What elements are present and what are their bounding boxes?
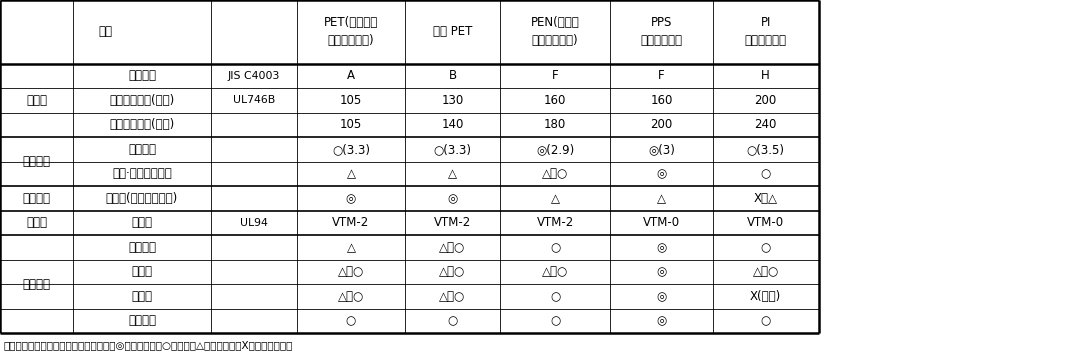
Text: △: △ bbox=[657, 192, 666, 205]
Text: △～○: △～○ bbox=[440, 265, 465, 278]
Text: 注：各符号代表各种性能相对的优劣性；◎：特别优秀；○：优秀；△：可以使用；X：不可以使用。: 注：各符号代表各种性能相对的优劣性；◎：特别优秀；○：优秀；△：可以使用；X：不… bbox=[3, 340, 293, 350]
Text: △～○: △～○ bbox=[440, 290, 465, 303]
Text: VTM-0: VTM-0 bbox=[643, 216, 680, 229]
Text: 耐热 PET: 耐热 PET bbox=[433, 25, 472, 38]
Text: ○(3.5): ○(3.5) bbox=[746, 143, 785, 156]
Text: 耐酸性: 耐酸性 bbox=[132, 265, 152, 278]
Text: 耐溶剂性: 耐溶剂性 bbox=[129, 314, 156, 327]
Text: 105: 105 bbox=[340, 94, 362, 107]
Text: △: △ bbox=[551, 192, 559, 205]
Text: △～○: △～○ bbox=[440, 241, 465, 254]
Text: JIS C4003: JIS C4003 bbox=[228, 71, 280, 81]
Text: ○: ○ bbox=[550, 241, 561, 254]
Text: 连续使用温度(电气): 连续使用温度(电气) bbox=[109, 118, 175, 131]
Text: PET(聚对苯二
甲酸乙二醇酯): PET(聚对苯二 甲酸乙二醇酯) bbox=[324, 16, 378, 47]
Text: △～○: △～○ bbox=[338, 265, 364, 278]
Text: ○: ○ bbox=[760, 167, 771, 180]
Text: PPS
（聚苯硫醚）: PPS （聚苯硫醚） bbox=[640, 16, 683, 47]
Text: 材质: 材质 bbox=[98, 25, 112, 38]
Text: ○: ○ bbox=[550, 314, 561, 327]
Text: ○: ○ bbox=[447, 314, 458, 327]
Text: 电气特性: 电气特性 bbox=[23, 155, 51, 168]
Text: PEN(聚萘二
甲酸乙二醇酯): PEN(聚萘二 甲酸乙二醇酯) bbox=[530, 16, 580, 47]
Text: 机械特性: 机械特性 bbox=[23, 192, 51, 205]
Text: 温度·频率的依赖性: 温度·频率的依赖性 bbox=[112, 167, 172, 180]
Text: ◎: ◎ bbox=[447, 192, 458, 205]
Text: ◎(2.9): ◎(2.9) bbox=[536, 143, 575, 156]
Text: VTM-2: VTM-2 bbox=[434, 216, 471, 229]
Text: VTM-2: VTM-2 bbox=[333, 216, 369, 229]
Text: UL94: UL94 bbox=[240, 218, 268, 228]
Text: 热性质: 热性质 bbox=[26, 94, 48, 107]
Text: VTM-2: VTM-2 bbox=[537, 216, 573, 229]
Text: △: △ bbox=[347, 167, 355, 180]
Text: ○: ○ bbox=[760, 241, 771, 254]
Text: ○(3.3): ○(3.3) bbox=[332, 143, 370, 156]
Text: 连续使用温度(机械): 连续使用温度(机械) bbox=[109, 94, 175, 107]
Text: 180: 180 bbox=[544, 118, 566, 131]
Text: △～○: △～○ bbox=[753, 265, 779, 278]
Text: ◎(3): ◎(3) bbox=[648, 143, 675, 156]
Text: 燃烧性: 燃烧性 bbox=[26, 216, 48, 229]
Text: X～△: X～△ bbox=[754, 192, 778, 205]
Text: ◎: ◎ bbox=[657, 167, 666, 180]
Text: ○(3.3): ○(3.3) bbox=[433, 143, 472, 156]
Text: PI
（聚酰亚胺）: PI （聚酰亚胺） bbox=[745, 16, 786, 47]
Text: ◎: ◎ bbox=[346, 192, 356, 205]
Text: F: F bbox=[552, 69, 558, 82]
Text: ○: ○ bbox=[550, 290, 561, 303]
Text: 105: 105 bbox=[340, 118, 362, 131]
Text: 阻燃性: 阻燃性 bbox=[132, 216, 152, 229]
Text: H: H bbox=[761, 69, 770, 82]
Text: 130: 130 bbox=[442, 94, 463, 107]
Text: ○: ○ bbox=[346, 314, 356, 327]
Text: B: B bbox=[448, 69, 457, 82]
Text: 160: 160 bbox=[650, 94, 673, 107]
Text: F: F bbox=[658, 69, 665, 82]
Text: A: A bbox=[347, 69, 355, 82]
Text: 耐碱性: 耐碱性 bbox=[132, 290, 152, 303]
Text: 200: 200 bbox=[755, 94, 777, 107]
Text: VTM-0: VTM-0 bbox=[747, 216, 784, 229]
Text: ◎: ◎ bbox=[657, 241, 666, 254]
Text: △～○: △～○ bbox=[542, 167, 568, 180]
Text: △: △ bbox=[347, 241, 355, 254]
Text: 160: 160 bbox=[544, 94, 566, 107]
Text: 化学性质: 化学性质 bbox=[23, 278, 51, 291]
Text: X(强碱): X(强碱) bbox=[751, 290, 781, 303]
Text: ◎: ◎ bbox=[657, 290, 666, 303]
Text: ◎: ◎ bbox=[657, 314, 666, 327]
Text: 耐水解性: 耐水解性 bbox=[129, 241, 156, 254]
Text: 200: 200 bbox=[650, 118, 673, 131]
Text: 耐热等级: 耐热等级 bbox=[129, 69, 156, 82]
Text: 240: 240 bbox=[755, 118, 777, 131]
Text: △～○: △～○ bbox=[542, 265, 568, 278]
Text: 介电常数: 介电常数 bbox=[129, 143, 156, 156]
Text: ○: ○ bbox=[760, 314, 771, 327]
Text: UL746B: UL746B bbox=[232, 95, 275, 105]
Text: 140: 140 bbox=[442, 118, 463, 131]
Text: 加工性(电机的装机性): 加工性(电机的装机性) bbox=[106, 192, 178, 205]
Text: ◎: ◎ bbox=[657, 265, 666, 278]
Text: △: △ bbox=[448, 167, 457, 180]
Text: △～○: △～○ bbox=[338, 290, 364, 303]
